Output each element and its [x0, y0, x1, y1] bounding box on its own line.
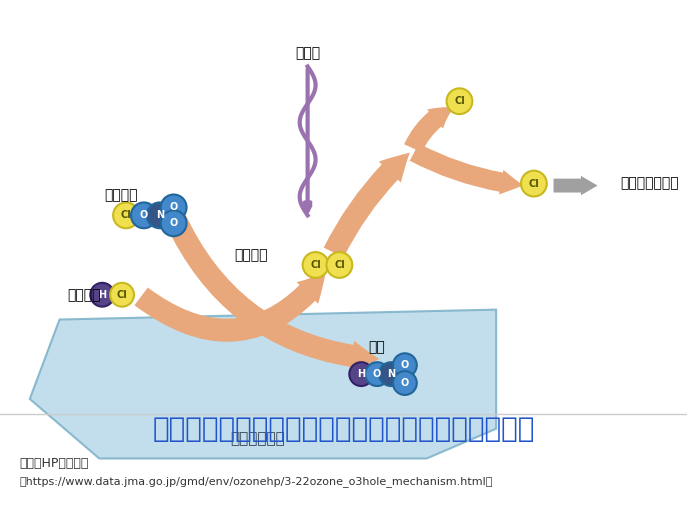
Circle shape	[161, 195, 187, 220]
Circle shape	[161, 210, 187, 236]
Circle shape	[131, 202, 157, 228]
Text: N: N	[156, 210, 164, 221]
FancyArrowPatch shape	[134, 272, 326, 342]
Text: O: O	[401, 360, 409, 370]
Text: 極域成層圏雲: 極域成層圏雲	[230, 431, 285, 446]
Text: O: O	[140, 210, 148, 221]
Text: Cl: Cl	[334, 260, 345, 270]
Circle shape	[110, 283, 134, 307]
Text: Cl: Cl	[117, 290, 127, 300]
Circle shape	[113, 202, 139, 228]
Text: 紫外線: 紫外線	[295, 47, 320, 61]
Text: N: N	[387, 369, 395, 379]
FancyArrowPatch shape	[324, 153, 410, 257]
Text: O: O	[170, 202, 178, 212]
Circle shape	[349, 362, 373, 386]
Text: Cl: Cl	[529, 179, 539, 188]
Circle shape	[446, 88, 473, 114]
Circle shape	[327, 252, 352, 278]
Text: Cl: Cl	[454, 96, 465, 106]
Text: （https://www.data.jma.go.jp/gmd/env/ozonehp/3-22ozone_o3hole_mechanism.html）: （https://www.data.jma.go.jp/gmd/env/ozon…	[20, 476, 493, 487]
Circle shape	[365, 362, 389, 386]
Circle shape	[379, 362, 403, 386]
Text: H: H	[98, 290, 107, 300]
Text: 硝酸: 硝酸	[369, 340, 385, 354]
Text: H: H	[357, 369, 365, 379]
Circle shape	[302, 252, 329, 278]
Text: 南極オゾンホールでのオゾン破壊に関わる化学反応: 南極オゾンホールでのオゾン破壊に関わる化学反応	[152, 415, 534, 443]
Text: 塩素ガス: 塩素ガス	[235, 248, 268, 262]
Text: O: O	[401, 378, 409, 388]
Text: O: O	[373, 369, 381, 379]
Polygon shape	[30, 310, 496, 458]
Text: 気象庁HPより引用: 気象庁HPより引用	[20, 457, 89, 470]
Text: 硝酸塩素: 硝酸塩素	[104, 188, 138, 202]
Circle shape	[393, 353, 417, 377]
FancyArrowPatch shape	[554, 176, 598, 195]
Text: O: O	[170, 218, 178, 228]
FancyArrowPatch shape	[404, 107, 454, 153]
Text: オゾン層破壊へ: オゾン層破壊へ	[620, 176, 679, 190]
FancyArrowPatch shape	[410, 144, 523, 195]
FancyArrowPatch shape	[165, 213, 379, 371]
Text: Cl: Cl	[120, 210, 131, 221]
Circle shape	[90, 283, 114, 307]
Circle shape	[521, 171, 547, 197]
Text: 塩化水素: 塩化水素	[68, 288, 101, 302]
Circle shape	[147, 202, 173, 228]
Text: Cl: Cl	[310, 260, 321, 270]
Circle shape	[393, 371, 417, 395]
